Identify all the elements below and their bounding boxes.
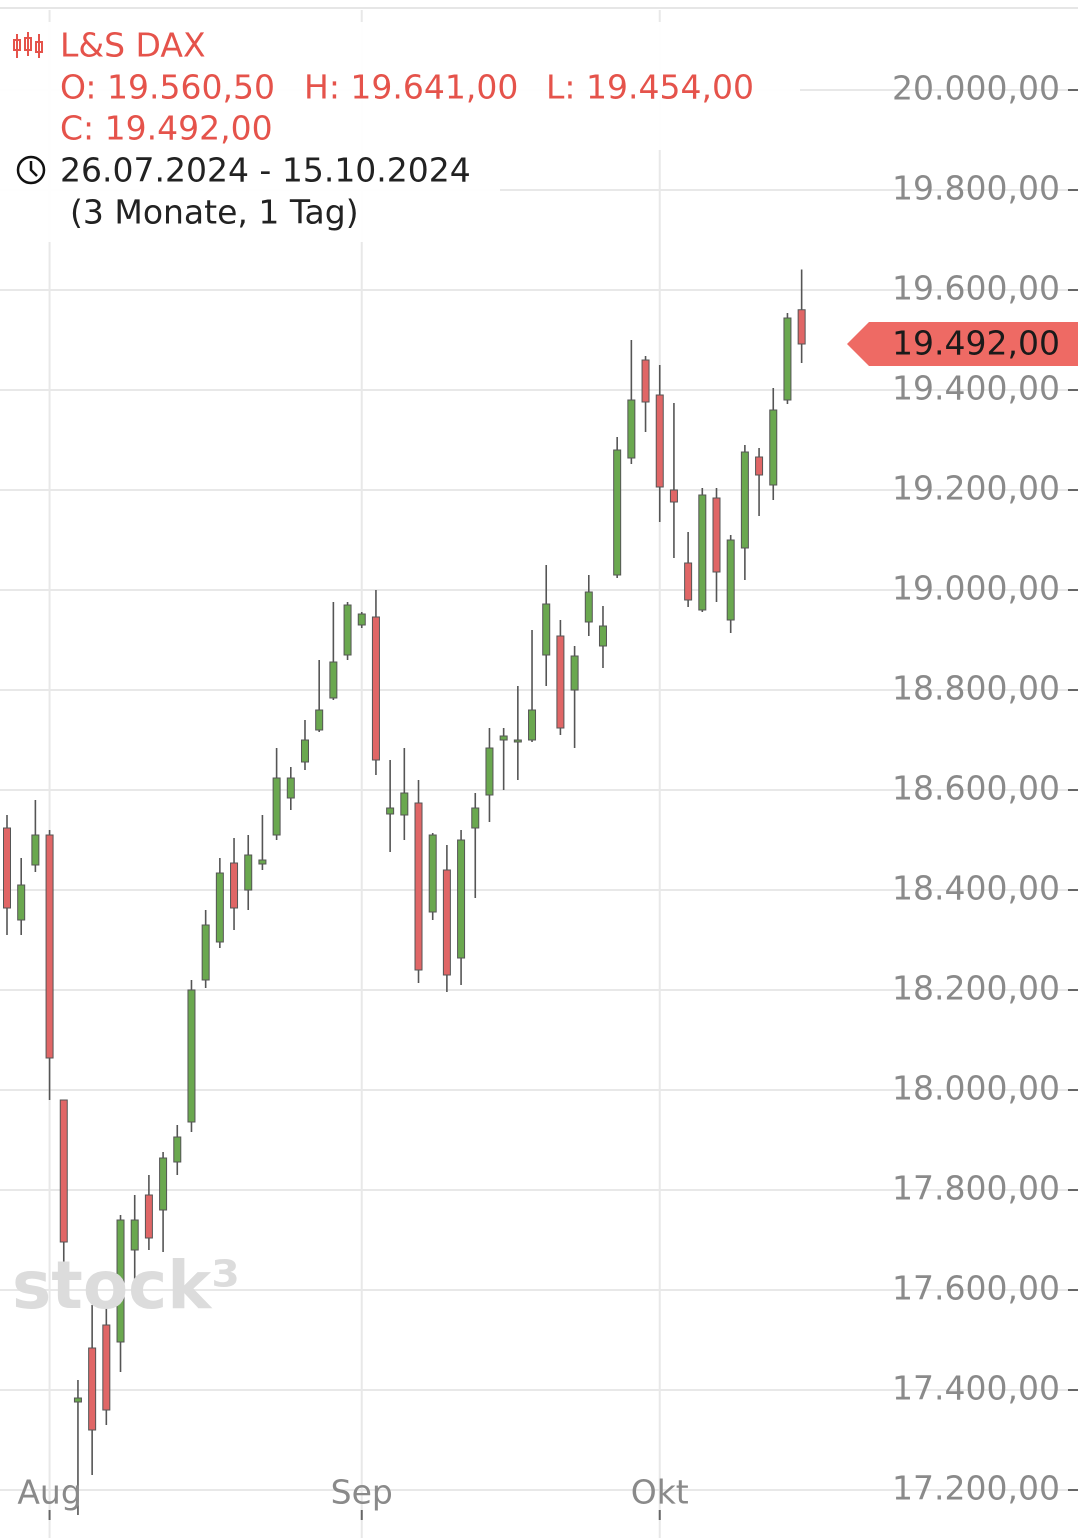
y-axis: 17.200,00 17.400,00 17.600,00 17.800,00 18.0… <box>17 69 1078 1520</box>
y-tick-label: 19.200,00 <box>892 469 1060 508</box>
candle-body <box>116 1219 125 1343</box>
candle-body <box>570 655 579 691</box>
candle-body <box>159 1157 168 1211</box>
candle-body <box>300 739 309 763</box>
candle-body <box>769 409 778 486</box>
candle-body <box>442 869 451 976</box>
y-tick-label: 17.800,00 <box>892 1169 1060 1208</box>
candle-body <box>740 451 749 549</box>
chart-title: L&S DAX <box>60 26 206 65</box>
grid <box>0 7 1078 1538</box>
y-tick-label: 19.600,00 <box>892 269 1060 308</box>
ohlc-open: O: 19.560,50 <box>60 68 275 107</box>
candle-body <box>598 625 607 647</box>
ohlc-high: H: 19.641,00 <box>304 68 518 107</box>
candle-body <box>726 539 735 621</box>
y-tick-label: 19.400,00 <box>892 369 1060 408</box>
clock-icon <box>16 155 46 185</box>
candle-body <box>755 456 764 476</box>
candle-body <box>684 562 693 601</box>
candle-body <box>414 802 423 971</box>
ohlc-close: C: 19.492,00 <box>60 109 273 148</box>
candle-icon <box>13 32 43 58</box>
period-length: (3 Monate, 1 Tag) <box>70 193 359 232</box>
candle-body <box>59 1099 68 1243</box>
y-tick-label: 17.200,00 <box>892 1469 1060 1508</box>
candle-body <box>556 635 565 729</box>
candle-body <box>528 709 537 741</box>
candle-body <box>669 489 678 503</box>
period: 26.07.2024 - 15.10.2024 <box>60 151 471 190</box>
candle-body <box>513 739 522 743</box>
y-tick-label: 18.800,00 <box>892 669 1060 708</box>
candle-body <box>542 603 551 656</box>
y-tick-label: 17.600,00 <box>892 1269 1060 1308</box>
candle-body <box>315 709 324 731</box>
header-bg <box>0 22 800 150</box>
y-tick-label: 19.800,00 <box>892 169 1060 208</box>
candle-body <box>31 834 40 866</box>
candle-body <box>357 613 366 626</box>
last-price-tag <box>847 322 1078 366</box>
candle-body <box>641 359 650 403</box>
candle-body <box>173 1136 182 1163</box>
candle-body <box>655 394 664 488</box>
watermark: stock³ <box>12 1247 240 1324</box>
y-tick-label: 18.200,00 <box>892 969 1060 1008</box>
candle-body <box>73 1397 82 1403</box>
candle-body <box>613 449 622 576</box>
candle-body <box>215 872 224 943</box>
candle-body <box>272 777 281 836</box>
candles <box>3 269 806 1515</box>
x-tick-label: Okt <box>631 1473 689 1512</box>
candle-body <box>187 989 196 1123</box>
candle-body <box>244 854 253 891</box>
x-tick-label: Aug <box>17 1473 81 1512</box>
y-tick-label: 17.400,00 <box>892 1369 1060 1408</box>
header-bg <box>0 150 500 242</box>
y-tick-label: 18.000,00 <box>892 1069 1060 1108</box>
candle-body <box>3 827 11 909</box>
candle-body <box>17 884 26 921</box>
candle-body <box>343 604 352 656</box>
candle-body <box>230 862 239 909</box>
y-tick-label: 20.000,00 <box>892 69 1060 108</box>
candle-body <box>130 1219 139 1251</box>
candle-body <box>428 834 437 913</box>
candle-body <box>584 591 593 623</box>
candle-body <box>201 924 210 981</box>
last-price-label: 19.492,00 <box>892 324 1060 363</box>
ohlc-low: L: 19.454,00 <box>546 68 754 107</box>
candle-body <box>144 1194 153 1239</box>
candle-body <box>102 1324 111 1411</box>
candle-body <box>400 792 409 816</box>
candle-body <box>457 839 466 959</box>
candle-body <box>783 317 792 401</box>
candle-body <box>88 1347 97 1431</box>
candle-body <box>698 494 707 611</box>
y-tick-label: 18.400,00 <box>892 869 1060 908</box>
candle-body <box>329 661 338 699</box>
candle-body <box>45 834 54 1059</box>
candle-body <box>258 859 267 865</box>
candle-body <box>386 807 395 815</box>
candle-body <box>627 399 636 459</box>
y-tick-label: 18.600,00 <box>892 769 1060 808</box>
x-tick-label: Sep <box>331 1473 393 1512</box>
candle-body <box>371 616 380 761</box>
candle-body <box>712 497 721 573</box>
y-tick-label: 19.000,00 <box>892 569 1060 608</box>
candle-body <box>485 747 494 796</box>
candle-body <box>471 807 480 829</box>
candle-body <box>499 735 508 741</box>
candle-body <box>797 309 806 345</box>
candle-body <box>286 777 295 799</box>
